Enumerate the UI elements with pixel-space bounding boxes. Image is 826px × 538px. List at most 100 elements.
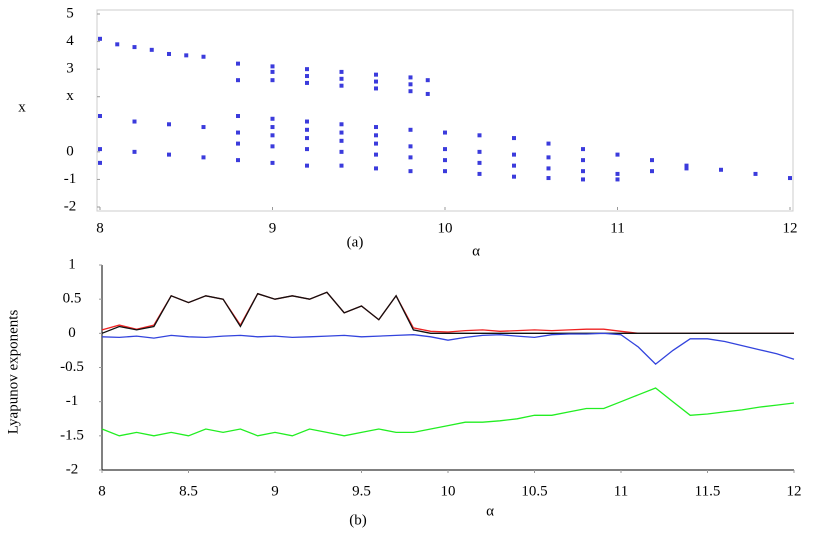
y-tick-label: -1 xyxy=(66,393,79,409)
point xyxy=(339,122,344,127)
point xyxy=(650,169,654,174)
point xyxy=(201,54,206,59)
point xyxy=(98,36,102,41)
point xyxy=(270,78,275,83)
y-tick-label: 5 xyxy=(66,5,74,21)
point xyxy=(305,74,309,79)
y-tick-label: 0.5 xyxy=(63,291,82,307)
point xyxy=(339,76,344,81)
x-tick-label: 9.5 xyxy=(352,483,371,499)
point xyxy=(443,147,447,152)
point xyxy=(270,69,275,74)
point xyxy=(98,147,102,152)
point xyxy=(581,177,585,182)
y-axis-label: Lyapunov exponents xyxy=(5,310,21,435)
x-axis-label: α xyxy=(472,243,480,259)
point xyxy=(615,171,620,176)
point xyxy=(374,166,378,171)
x-tick-label: 11 xyxy=(614,483,628,499)
x-tick-label: 8.5 xyxy=(179,483,198,499)
y-tick-label: 3 xyxy=(66,61,74,77)
point xyxy=(236,158,240,163)
point xyxy=(270,133,275,138)
x-tick-label: 11 xyxy=(610,220,624,236)
point xyxy=(512,174,516,179)
series-line xyxy=(101,291,794,334)
point xyxy=(184,53,189,58)
point xyxy=(615,177,620,182)
point xyxy=(270,64,275,69)
y-tick-label: 1 xyxy=(68,256,76,272)
point xyxy=(753,171,758,176)
point xyxy=(305,67,309,72)
y-tick-label: 0 xyxy=(66,143,74,159)
point xyxy=(581,147,585,152)
y-axis-label: x xyxy=(18,99,26,115)
series-line xyxy=(101,332,795,365)
y-tick-label: -0.5 xyxy=(60,359,84,375)
point xyxy=(374,133,378,138)
point xyxy=(132,149,137,154)
point xyxy=(408,144,413,149)
x-tick-label: 9 xyxy=(271,483,279,499)
point xyxy=(270,160,275,165)
y-tick-label: 4 xyxy=(66,33,74,49)
point xyxy=(581,169,585,174)
point xyxy=(788,176,792,181)
point xyxy=(581,158,585,163)
point xyxy=(374,125,378,130)
point xyxy=(443,130,447,135)
caption: (a) xyxy=(347,234,364,250)
point xyxy=(305,80,309,85)
y-tick-label: 0 xyxy=(68,325,76,341)
point xyxy=(477,149,482,154)
point xyxy=(408,169,413,174)
point xyxy=(615,152,620,157)
x-tick-label: 10 xyxy=(438,220,453,236)
point xyxy=(339,83,344,88)
point xyxy=(339,149,344,154)
point xyxy=(477,133,482,138)
point xyxy=(425,78,430,83)
point xyxy=(546,155,551,160)
point xyxy=(201,155,206,160)
point xyxy=(512,136,516,141)
point xyxy=(305,127,309,132)
series-line xyxy=(101,387,795,437)
point xyxy=(270,116,275,121)
point xyxy=(408,75,413,80)
point xyxy=(236,141,240,146)
x-tick-label: 12 xyxy=(787,483,802,499)
point xyxy=(98,160,102,165)
x-tick-label: 12 xyxy=(783,220,798,236)
x-tick-label: 8 xyxy=(98,483,106,499)
y-tick-label: -2 xyxy=(66,461,79,477)
point xyxy=(167,152,171,157)
series-line xyxy=(101,291,794,334)
point xyxy=(339,130,344,135)
point xyxy=(408,89,413,94)
point xyxy=(374,79,378,84)
point xyxy=(339,138,344,143)
point xyxy=(719,167,723,172)
point xyxy=(425,91,430,96)
point xyxy=(408,82,413,87)
point xyxy=(305,119,309,124)
plot-frame xyxy=(96,9,794,212)
y-tick-label: -2 xyxy=(64,198,77,214)
x-axis-label: α xyxy=(486,503,494,519)
point xyxy=(305,147,309,152)
point xyxy=(132,45,137,50)
x-tick-label: 10.5 xyxy=(521,483,547,499)
point xyxy=(167,122,171,127)
point xyxy=(305,163,309,168)
point xyxy=(270,144,275,149)
x-tick-label: 10 xyxy=(441,483,456,499)
point xyxy=(270,125,275,130)
point xyxy=(236,130,240,135)
y-tick-label: -1 xyxy=(64,171,77,187)
point xyxy=(374,141,378,146)
y-tick-label: -1.5 xyxy=(60,427,84,443)
